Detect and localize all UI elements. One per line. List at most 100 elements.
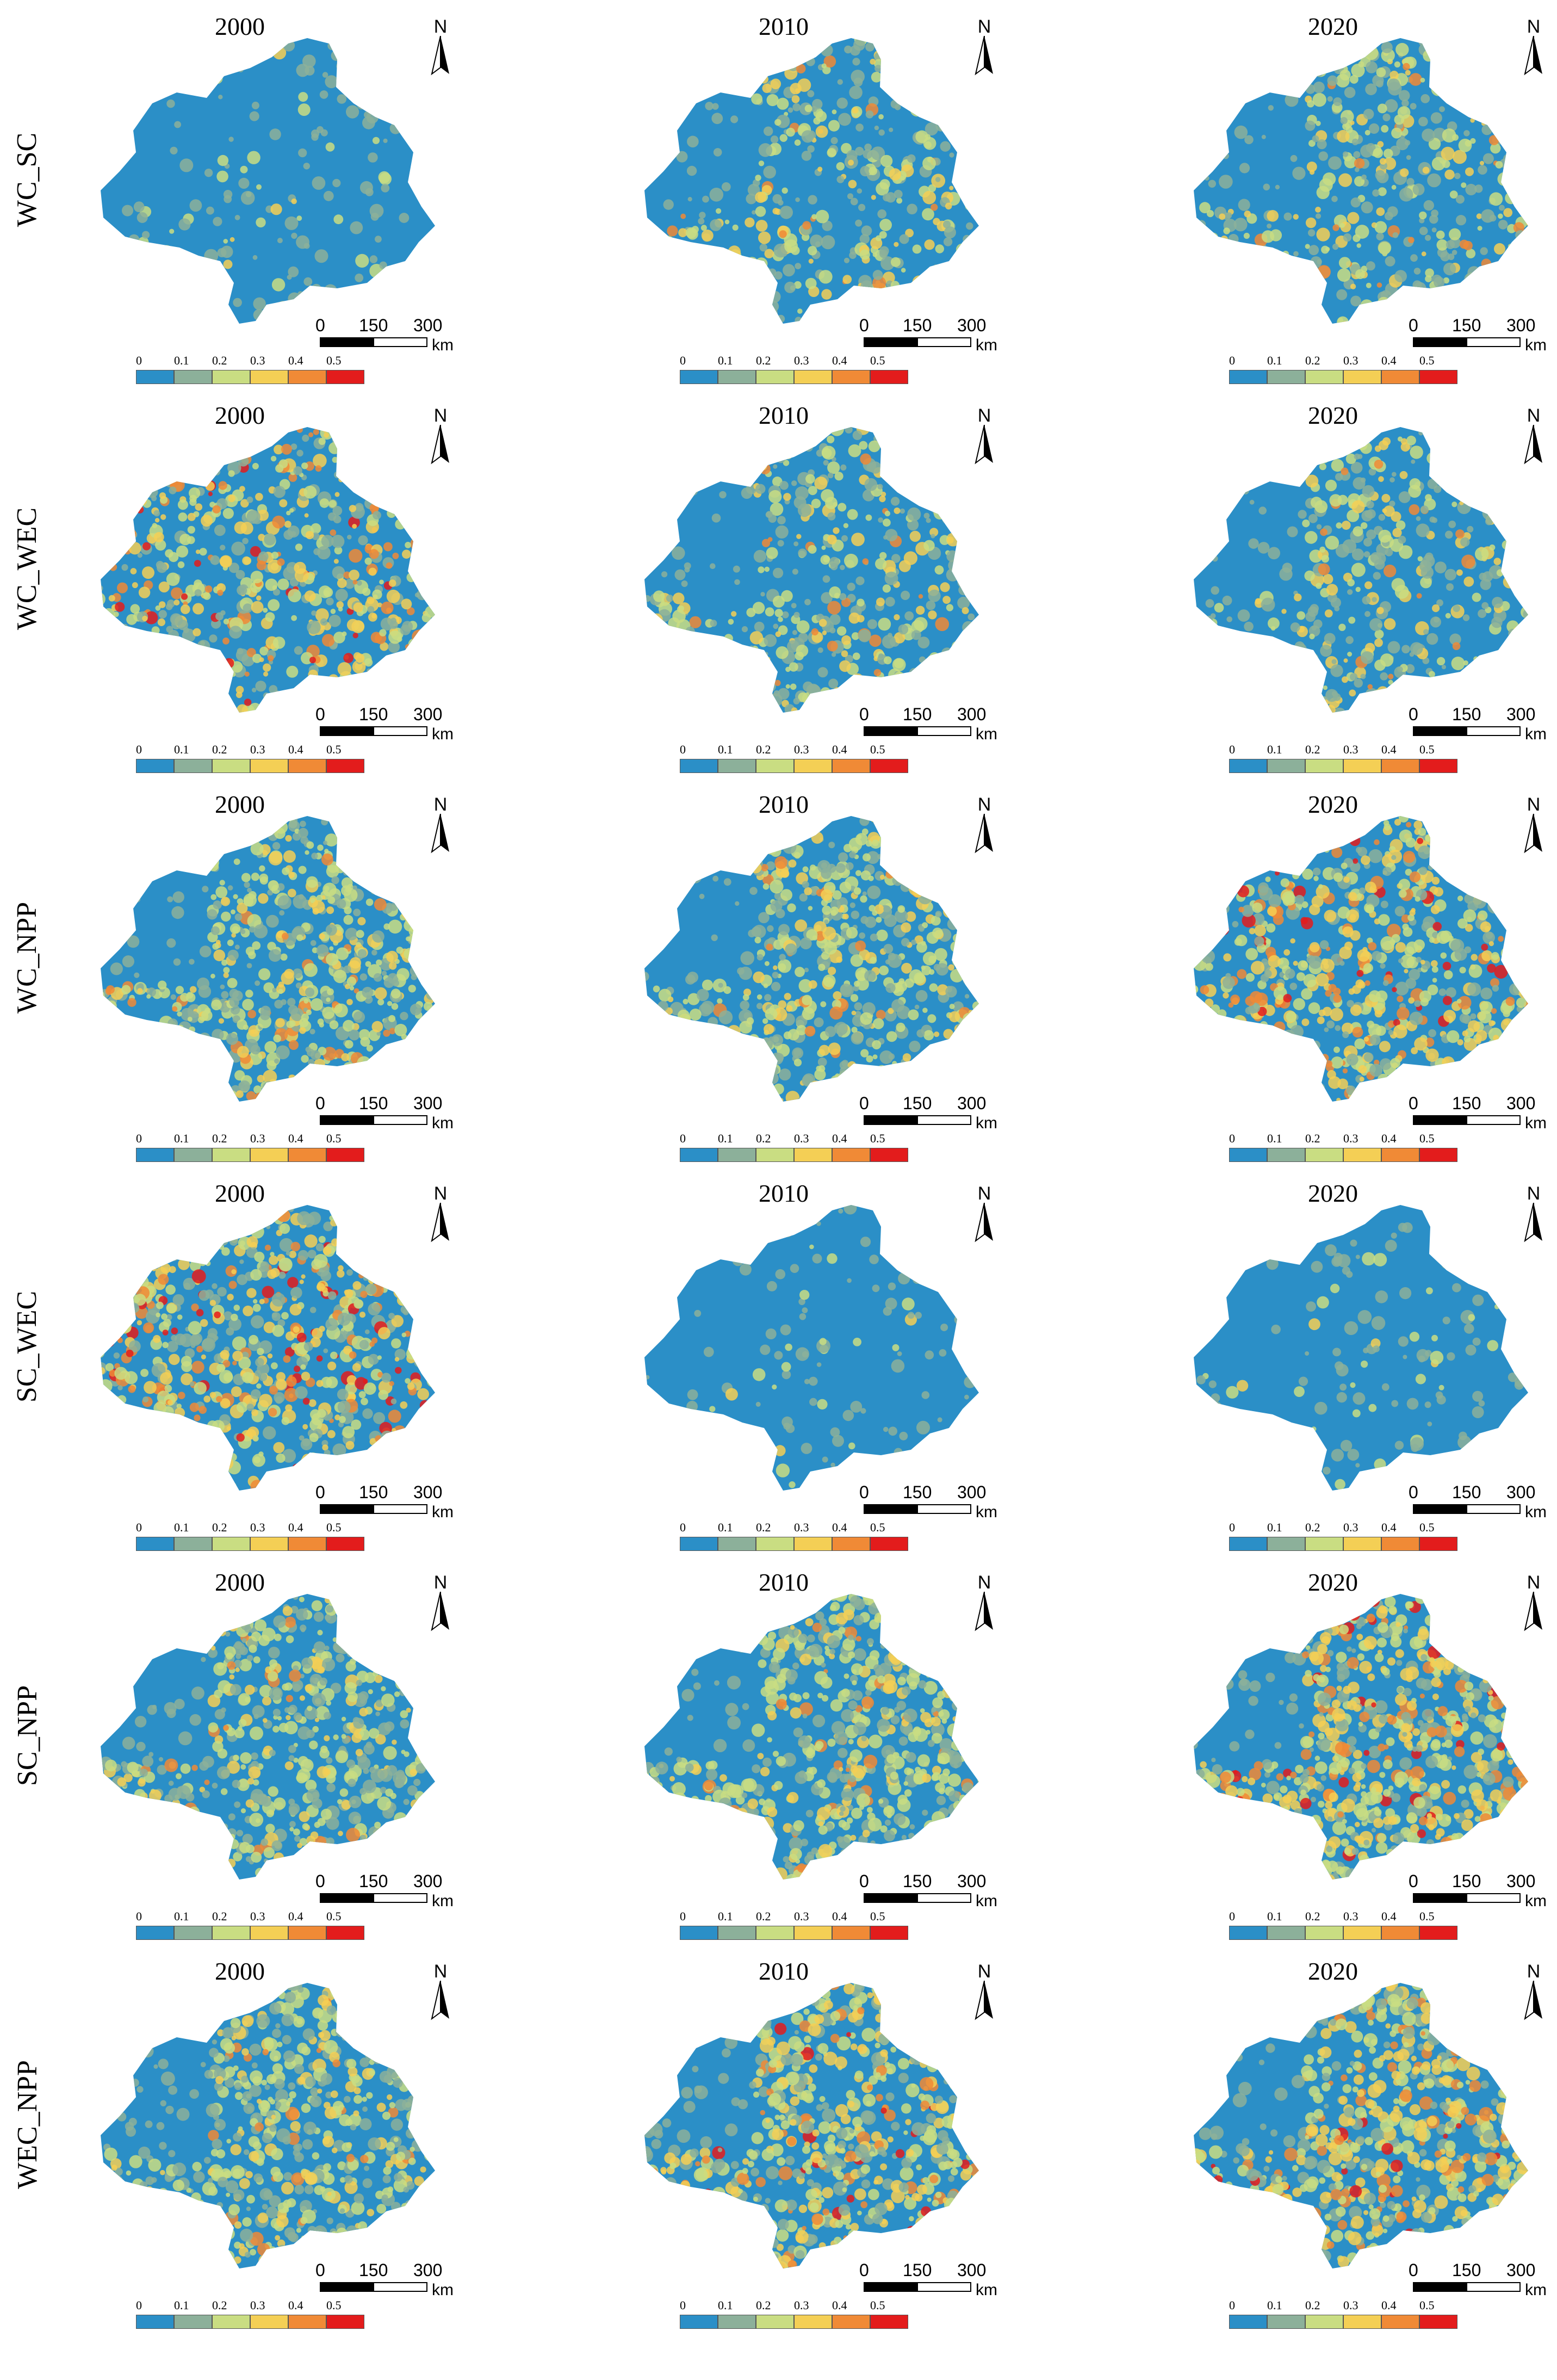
north-arrow-icon: N bbox=[968, 1572, 1001, 1632]
legend-swatch bbox=[794, 1537, 832, 1551]
map-panel: 2020 N 0 150 300 km 0 0.1 0.2 0.3 0.4 0.5 bbox=[1175, 1567, 1557, 1958]
legend-tick-label: 0.1 bbox=[174, 743, 189, 756]
scale-tick-label: 0 bbox=[315, 1871, 325, 1891]
legend-tick-label: 0.5 bbox=[326, 1520, 342, 1534]
north-arrow-icon: N bbox=[968, 1183, 1001, 1243]
north-label: N bbox=[1527, 16, 1541, 37]
row-label-text: WC_WEC bbox=[11, 507, 43, 630]
legend-swatch bbox=[1267, 1148, 1305, 1162]
legend-swatch bbox=[1229, 1537, 1267, 1551]
legend-swatch bbox=[680, 2315, 718, 2329]
legend-tick-label: 0.4 bbox=[832, 1520, 847, 1534]
north-label: N bbox=[977, 1183, 991, 1204]
legend-tick-label: 0.1 bbox=[718, 1520, 733, 1534]
legend-tick-label: 0.2 bbox=[1305, 743, 1320, 756]
north-label: N bbox=[977, 405, 991, 426]
region-fill bbox=[644, 1205, 979, 1491]
legend-swatch bbox=[1229, 759, 1267, 773]
legend-tick-label: 0.5 bbox=[326, 2298, 342, 2312]
legend-tick-label: 0.2 bbox=[756, 354, 771, 367]
legend-swatch bbox=[1305, 370, 1343, 384]
map-panel: 2010 N 0 150 300 km 0 0.1 0.2 0.3 0.4 0.5 bbox=[625, 789, 1137, 1180]
year-title: 2000 bbox=[215, 13, 265, 40]
north-arrow-icon: N bbox=[1517, 1572, 1550, 1632]
legend-swatch bbox=[680, 1926, 718, 1940]
legend-tick-label: 0.4 bbox=[288, 2298, 303, 2312]
north-arrow-icon: N bbox=[424, 1572, 457, 1632]
year-title: 2010 bbox=[759, 790, 809, 818]
scale-tick-label: 150 bbox=[903, 1871, 932, 1891]
scale-segment-black bbox=[320, 1893, 374, 1903]
scale-bar: 0 150 300 km bbox=[315, 1482, 457, 1521]
scale-unit: km bbox=[432, 2281, 454, 2299]
scale-tick-label: 300 bbox=[957, 1093, 987, 1113]
legend-swatch bbox=[832, 759, 870, 773]
legend-swatch bbox=[870, 2315, 908, 2329]
region-map bbox=[101, 38, 435, 324]
map-panel: 2020 N 0 150 300 km 0 0.1 0.2 0.3 0.4 0.5 bbox=[1175, 1178, 1557, 1569]
scale-tick-label: 300 bbox=[957, 1871, 987, 1891]
legend-swatch bbox=[756, 759, 794, 773]
scale-segment-black bbox=[1413, 2282, 1467, 2292]
legend-tick-label: 0.5 bbox=[870, 743, 885, 756]
legend-tick-label: 0.4 bbox=[1381, 1132, 1397, 1145]
scale-unit: km bbox=[976, 336, 997, 354]
legend-swatch bbox=[756, 1148, 794, 1162]
scale-tick-label: 0 bbox=[859, 704, 869, 724]
scale-tick-label: 300 bbox=[413, 316, 443, 335]
legend-tick-label: 0.4 bbox=[288, 743, 303, 756]
legend-tick-label: 0.1 bbox=[718, 1909, 733, 1923]
year-title: 2020 bbox=[1308, 1179, 1358, 1207]
north-arrow-icon: N bbox=[424, 794, 457, 854]
legend-swatch bbox=[1229, 370, 1267, 384]
legend-swatch bbox=[212, 2315, 250, 2329]
legend-swatch bbox=[832, 1926, 870, 1940]
legend-tick-label: 0 bbox=[136, 354, 142, 367]
legend-swatch bbox=[870, 1537, 908, 1551]
region-map bbox=[644, 1594, 979, 1880]
scale-unit: km bbox=[1525, 336, 1547, 354]
region-map bbox=[644, 38, 979, 324]
legend-tick-label: 0.2 bbox=[1305, 354, 1320, 367]
scale-segment-black bbox=[864, 726, 918, 736]
scale-unit: km bbox=[1525, 725, 1547, 743]
legend-tick-label: 0.4 bbox=[832, 1132, 847, 1145]
north-arrow-icon: N bbox=[1517, 1961, 1550, 2021]
legend-swatch bbox=[1267, 370, 1305, 384]
legend-tick-label: 0.3 bbox=[794, 2298, 809, 2312]
legend-tick-label: 0.3 bbox=[250, 1132, 265, 1145]
scale-unit: km bbox=[432, 1892, 454, 1910]
row-label-text: WEC_NPP bbox=[11, 2060, 43, 2189]
legend-tick-label: 0.2 bbox=[756, 1132, 771, 1145]
region-map bbox=[1194, 1205, 1528, 1491]
legend-swatch bbox=[1343, 759, 1381, 773]
legend-tick-label: 0.1 bbox=[174, 1909, 189, 1923]
north-label: N bbox=[977, 1961, 991, 1982]
row-label: WC_WEC bbox=[11, 443, 44, 694]
color-legend: 0 0.1 0.2 0.3 0.4 0.5 bbox=[136, 2298, 370, 2331]
legend-swatch bbox=[1343, 2315, 1381, 2329]
year-title: 2020 bbox=[1308, 1957, 1358, 1985]
legend-tick-label: 0.5 bbox=[870, 1520, 885, 1534]
scale-segment-white bbox=[373, 1115, 427, 1125]
legend-tick-label: 0 bbox=[680, 743, 686, 756]
north-arrow-icon: N bbox=[968, 794, 1001, 854]
map-panel: 2010 N 0 150 300 km 0 0.1 0.2 0.3 0.4 0.5 bbox=[625, 1178, 1137, 1569]
legend-swatch bbox=[174, 1537, 212, 1551]
legend-swatch bbox=[212, 1537, 250, 1551]
legend-tick-label: 0 bbox=[136, 1909, 142, 1923]
map-panel: 2010 N 0 150 300 km 0 0.1 0.2 0.3 0.4 0.5 bbox=[625, 1567, 1137, 1958]
north-label: N bbox=[1527, 1961, 1541, 1982]
legend-swatch bbox=[832, 1148, 870, 1162]
color-legend: 0 0.1 0.2 0.3 0.4 0.5 bbox=[1229, 2298, 1463, 2331]
legend-tick-label: 0.4 bbox=[832, 1909, 847, 1923]
legend-swatch bbox=[718, 759, 756, 773]
north-label: N bbox=[433, 1572, 448, 1593]
row-label-text: WC_NPP bbox=[11, 901, 43, 1013]
color-legend: 0 0.1 0.2 0.3 0.4 0.5 bbox=[136, 1909, 370, 1942]
legend-swatch bbox=[718, 1537, 756, 1551]
scale-tick-label: 300 bbox=[413, 1871, 443, 1891]
legend-swatch bbox=[1267, 1537, 1305, 1551]
legend-tick-label: 0.3 bbox=[794, 743, 809, 756]
scale-tick-label: 150 bbox=[359, 316, 388, 335]
